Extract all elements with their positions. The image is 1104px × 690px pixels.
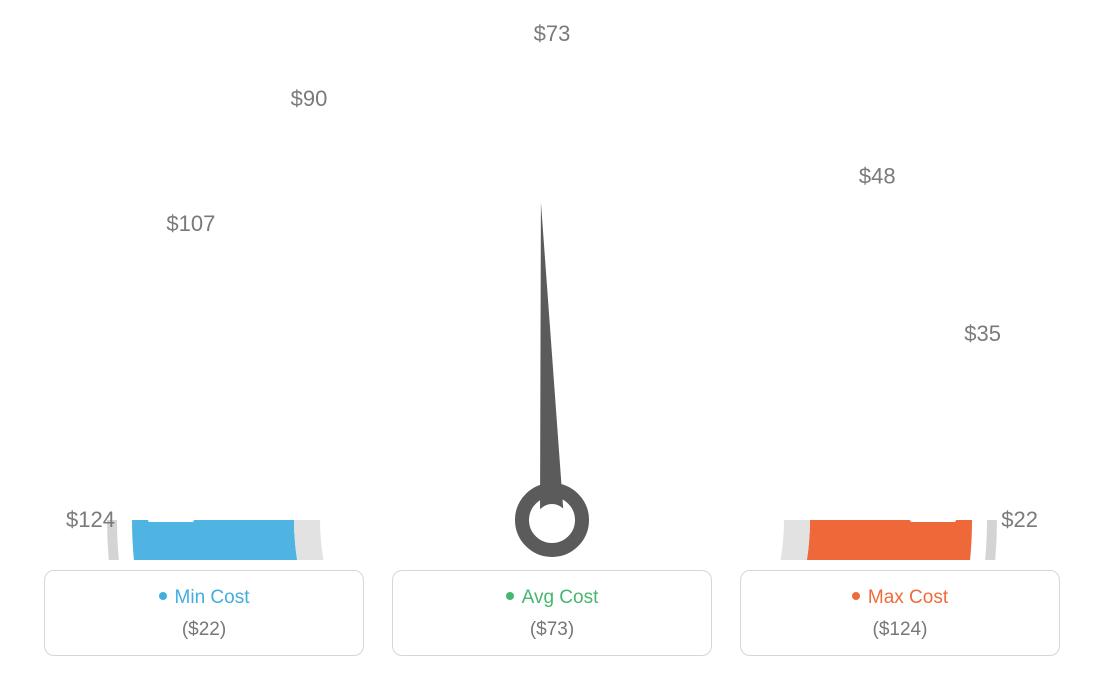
legend-label-min: Min Cost: [175, 587, 250, 608]
legend-label-avg: Avg Cost: [522, 587, 599, 608]
svg-text:$124: $124: [66, 507, 115, 532]
svg-text:$48: $48: [859, 163, 896, 188]
svg-text:$22: $22: [1001, 507, 1038, 532]
gauge-chart: $22 $35 $48 $73 $90 $107 $124: [0, 0, 1104, 560]
legend-title-avg: Avg Cost: [393, 587, 711, 609]
legend-label-max: Max Cost: [868, 587, 948, 608]
svg-text:$35: $35: [964, 321, 1001, 346]
legend-title-max: Max Cost: [741, 587, 1059, 609]
legend-value-avg: ($73): [393, 619, 711, 641]
svg-text:$107: $107: [166, 211, 215, 236]
legend-value-max: ($124): [741, 619, 1059, 641]
legend-card-min: Min Cost ($22): [44, 570, 364, 656]
legend-row: Min Cost ($22) Avg Cost ($73) Max Cost (…: [0, 570, 1104, 656]
svg-text:$73: $73: [534, 21, 571, 46]
legend-card-avg: Avg Cost ($73): [392, 570, 712, 656]
dot-icon: [159, 592, 167, 600]
legend-title-min: Min Cost: [45, 587, 363, 609]
svg-text:$90: $90: [291, 86, 328, 111]
gauge-svg: $22 $35 $48 $73 $90 $107 $124: [0, 0, 1104, 560]
legend-card-max: Max Cost ($124): [740, 570, 1060, 656]
legend-value-min: ($22): [45, 619, 363, 641]
dot-icon: [506, 592, 514, 600]
dot-icon: [852, 592, 860, 600]
